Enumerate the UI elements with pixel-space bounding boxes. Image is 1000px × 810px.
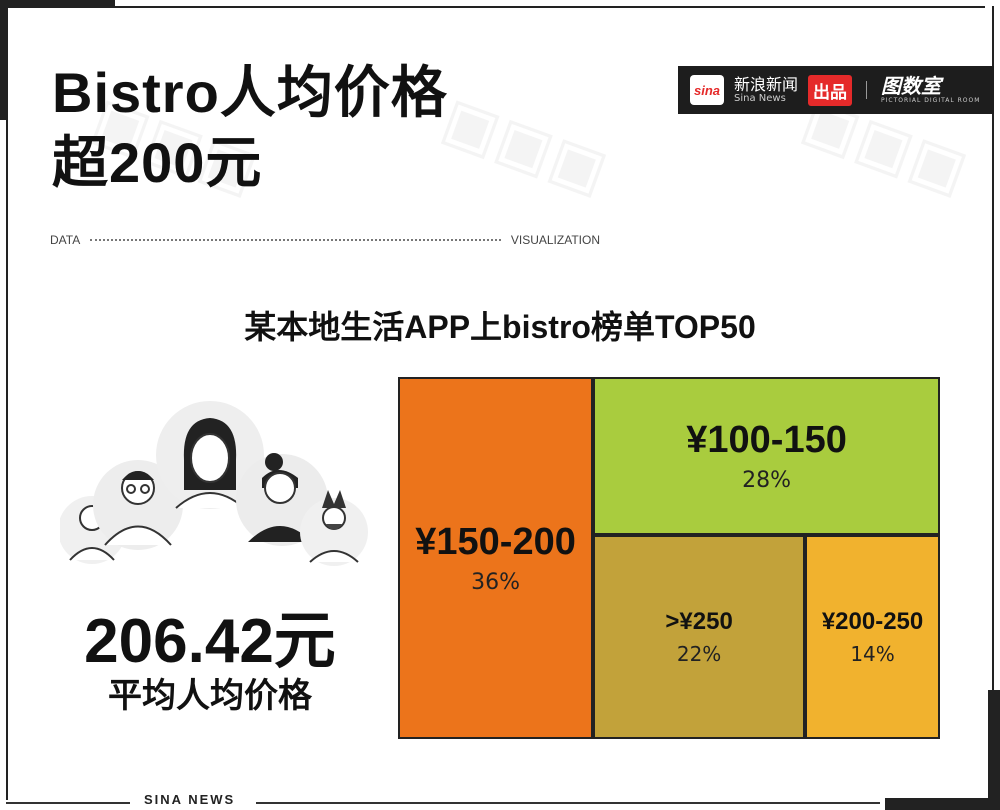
- avatar-body: [309, 550, 359, 563]
- avatar-body: [248, 526, 312, 542]
- sina-logo-text: sina: [693, 82, 720, 98]
- avatar-circle: [300, 498, 368, 566]
- footer-line-left: [6, 802, 130, 804]
- page-title: Bistro人均价格 超200元: [52, 58, 448, 198]
- footer: SINA NEWS: [0, 792, 1000, 810]
- price-treemap: ¥150-200 36% ¥100-150 28% >¥250 22% ¥200-250 14…: [398, 377, 940, 739]
- frame-right-line: [992, 6, 994, 696]
- frame-corner-top-left: [0, 0, 115, 8]
- avatar-glasses: [126, 484, 136, 494]
- footer-line-right: [256, 802, 880, 804]
- avatar-beard: [326, 524, 342, 530]
- brand-bar: sina 新浪新闻 Sina News 出品 图数室 PICTORIAL DIG…: [678, 66, 994, 114]
- people-avatars-illustration: [58, 400, 370, 580]
- frame-top-line: [115, 6, 985, 8]
- brand-separator: [866, 81, 868, 99]
- dv-left-label: DATA: [50, 233, 81, 247]
- avatar-body: [69, 547, 115, 561]
- average-price-value: 206.42元: [84, 607, 336, 676]
- treemap-cell-percent-label: 36%: [471, 570, 520, 595]
- treemap-cell-percent-label: 28%: [742, 468, 791, 494]
- brand-name: 新浪新闻 Sina News: [734, 76, 798, 105]
- sina-logo-icon: sina: [690, 75, 724, 105]
- brand-name-cn: 新浪新闻: [734, 74, 799, 94]
- footer-text: SINA NEWS: [144, 792, 236, 807]
- treemap-cell-range-label: ¥200-250: [821, 608, 924, 636]
- title-line-1: Bistro人均价格: [52, 61, 448, 124]
- chart-title: 某本地生活APP上bistro榜单TOP50: [244, 309, 756, 345]
- frame-corner-left: [0, 0, 8, 120]
- tushi-logo: 图数室 PICTORIAL DIGITAL ROOM: [881, 76, 980, 104]
- avatar-glasses: [140, 484, 150, 494]
- frame-corner-right: [988, 690, 1000, 810]
- treemap-cell-percent-label: 22%: [676, 642, 722, 667]
- treemap-cell: ¥200-250 14%: [805, 535, 940, 739]
- watermark: ▣▣▣: [433, 83, 617, 207]
- treemap-cell: ¥100-150 28%: [593, 377, 940, 536]
- avatar-hair: [122, 471, 154, 480]
- treemap-cell-range-label: ¥150-200: [415, 521, 576, 563]
- treemap-cell-range-label: ¥100-150: [686, 419, 847, 462]
- treemap-cell-range-label: >¥250: [665, 608, 733, 636]
- data-visualization-divider: DATA VISUALIZATION: [50, 232, 600, 248]
- title-line-2: 超200元: [52, 131, 263, 194]
- average-price-label: 平均人均价格: [108, 676, 312, 716]
- avatars-svg: [58, 401, 368, 566]
- avatar-face: [190, 433, 230, 483]
- avatar-hair-bun: [265, 453, 283, 471]
- brand-name-en: Sina News: [734, 93, 786, 105]
- treemap-cell-percent-label: 14%: [850, 642, 895, 667]
- dv-dotted-line: [90, 239, 501, 241]
- dv-right-label: VISUALIZATION: [510, 233, 600, 247]
- avatar-hair: [322, 490, 346, 508]
- avatar-face: [264, 472, 296, 504]
- frame-corner-bottom-right: [885, 798, 1000, 810]
- treemap-cell: ¥150-200 36%: [398, 377, 594, 739]
- treemap-cell: >¥250 22%: [593, 535, 806, 739]
- avatar-body: [104, 525, 172, 546]
- tushi-logo-cn: 图数室: [881, 74, 942, 98]
- frame-left-line: [6, 120, 8, 800]
- chupin-badge: 出品: [808, 74, 853, 106]
- tushi-logo-en: PICTORIAL DIGITAL ROOM: [881, 97, 981, 104]
